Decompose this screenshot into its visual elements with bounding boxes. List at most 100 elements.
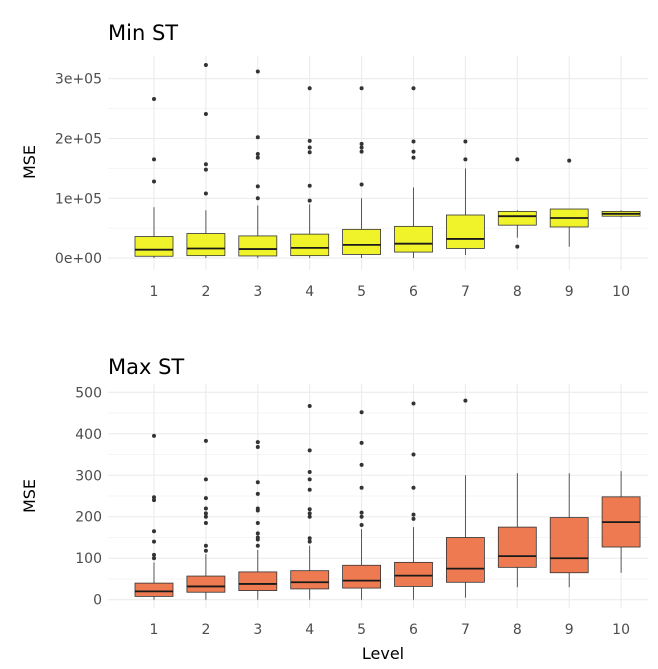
outlier-point <box>255 543 260 548</box>
outlier-point <box>255 196 260 201</box>
outlier-point <box>152 157 156 162</box>
x-tick-label: 2 <box>201 622 210 638</box>
outlier-point <box>359 141 364 146</box>
x-tick-label: 3 <box>253 284 262 300</box>
outlier-point <box>152 498 156 503</box>
outlier-point <box>152 433 156 438</box>
outlier-point <box>203 438 208 443</box>
outlier-point <box>152 539 156 544</box>
max-st-panel: Max ST MSE 0 100 200 300 400 500 1 2 3 4 5 6 7 8 9 10 L… <box>20 355 648 663</box>
box-9 <box>549 473 589 588</box>
box-8 <box>497 157 537 249</box>
outlier-point <box>203 111 208 116</box>
outlier-point <box>152 179 156 184</box>
outlier-point <box>152 97 156 102</box>
y-tick-label: 2e+05 <box>55 131 102 147</box>
outlier-point <box>307 469 312 474</box>
outlier-point <box>307 536 312 541</box>
outlier-point <box>307 539 312 544</box>
outlier-point <box>307 477 312 482</box>
outlier-point <box>515 244 520 249</box>
box-3 <box>238 440 278 600</box>
outlier-point <box>152 529 156 534</box>
outlier-point <box>463 139 468 144</box>
box-4 <box>290 403 330 600</box>
outlier-point <box>411 149 416 154</box>
x-axis-label: Level <box>362 644 404 663</box>
outlier-point <box>359 510 364 515</box>
box-5 <box>342 410 382 600</box>
outlier-point <box>255 520 260 525</box>
x-tick-label: 9 <box>565 284 574 300</box>
outlier-point <box>255 135 260 140</box>
box-1 <box>134 97 174 259</box>
outlier-point <box>359 485 364 490</box>
box-9 <box>549 158 589 247</box>
box-body <box>394 225 433 253</box>
x-tick-label: 5 <box>357 622 366 638</box>
chart-title: Max ST <box>108 355 184 379</box>
outlier-point <box>411 485 416 490</box>
outlier-point <box>307 86 312 91</box>
box-6 <box>394 401 433 600</box>
x-tick-label: 1 <box>150 622 159 638</box>
y-tick-label: 3e+05 <box>55 72 102 88</box>
x-tick-label: 10 <box>612 284 630 300</box>
outlier-point <box>255 491 260 496</box>
outlier-point <box>307 511 312 516</box>
y-tick-label: 200 <box>75 510 102 526</box>
outlier-point <box>307 487 312 492</box>
box-body <box>238 571 278 591</box>
x-tick-label: 7 <box>461 284 470 300</box>
y-axis-label: MSE <box>20 479 39 513</box>
box-body <box>445 214 485 249</box>
box-body <box>445 537 485 583</box>
outlier-point <box>359 410 364 415</box>
x-tick-label: 7 <box>461 622 470 638</box>
box-2 <box>186 62 226 259</box>
x-tick-label: 4 <box>305 284 314 300</box>
outlier-point <box>463 398 468 403</box>
outlier-point <box>515 157 520 162</box>
box-5 <box>342 86 382 259</box>
outlier-point <box>255 506 260 511</box>
outlier-point <box>255 440 260 445</box>
plot-area: 0e+00 1e+05 2e+05 3e+05 1 2 3 4 5 6 7 8 9 10 <box>55 56 648 300</box>
x-tick-label: 6 <box>409 284 418 300</box>
outlier-point <box>203 514 208 519</box>
outlier-point <box>359 145 364 150</box>
outlier-point <box>307 150 312 155</box>
outlier-point <box>411 139 416 144</box>
box-1 <box>134 433 174 600</box>
x-tick-label: 8 <box>513 622 522 638</box>
outlier-point <box>359 149 364 154</box>
box-body <box>394 561 433 587</box>
outlier-point <box>203 511 208 516</box>
outlier-point <box>307 138 312 143</box>
box-body <box>342 228 382 255</box>
outlier-point <box>203 191 208 196</box>
outlier-point <box>411 155 416 160</box>
outlier-point <box>255 155 260 160</box>
box-body <box>134 236 174 257</box>
y-tick-label: 1e+05 <box>55 191 102 207</box>
box-body <box>134 582 174 597</box>
box-7 <box>445 398 485 598</box>
min-st-panel: Min ST MSE 0e+00 1e+05 2e+05 3e+05 1 2 3 4 5 6 7 8 9… <box>20 21 648 300</box>
box-2 <box>186 438 226 600</box>
outlier-point <box>203 520 208 525</box>
box-body <box>186 575 226 593</box>
outlier-point <box>203 62 208 67</box>
outlier-point <box>307 198 312 203</box>
box-7 <box>445 139 485 256</box>
x-tick-label: 8 <box>513 284 522 300</box>
outlier-point <box>203 162 208 167</box>
outlier-point <box>307 183 312 188</box>
y-tick-label: 0 <box>93 593 102 609</box>
box-body <box>186 233 226 257</box>
x-tick-label: 3 <box>253 622 262 638</box>
box-10 <box>601 210 641 218</box>
outlier-point <box>152 556 156 561</box>
outlier-point <box>411 86 416 91</box>
x-tick-label: 9 <box>565 622 574 638</box>
